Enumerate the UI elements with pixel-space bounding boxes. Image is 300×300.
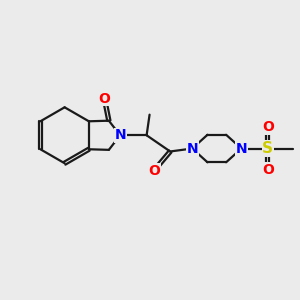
- Text: N: N: [186, 142, 198, 155]
- Text: N: N: [236, 142, 247, 155]
- Text: S: S: [262, 141, 273, 156]
- Text: O: O: [262, 163, 274, 177]
- Text: N: N: [114, 128, 126, 142]
- Text: O: O: [98, 92, 110, 106]
- Text: O: O: [148, 164, 160, 178]
- Text: O: O: [262, 120, 274, 134]
